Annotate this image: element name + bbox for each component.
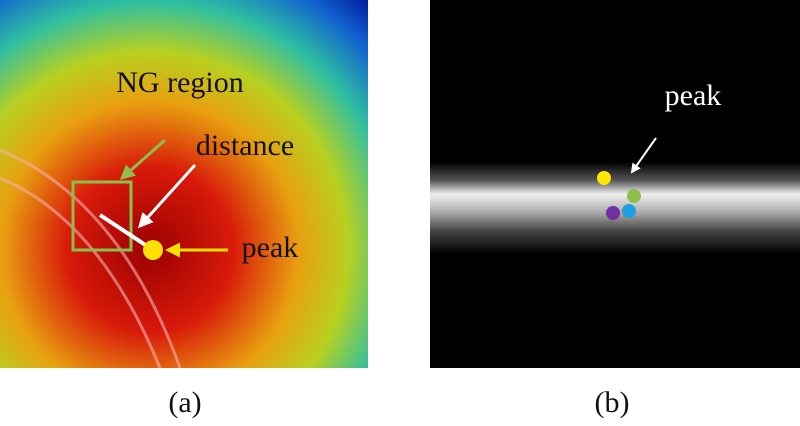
- heatmap: [0, 0, 368, 368]
- dot: [606, 206, 620, 220]
- label: peak: [242, 231, 299, 264]
- dot: [597, 171, 611, 185]
- peak-dot: [143, 240, 163, 260]
- ng-box: [71, 180, 133, 252]
- arrow: [119, 138, 166, 180]
- distance-line: [98, 213, 155, 252]
- label: distance: [196, 129, 294, 162]
- arrow: [630, 137, 657, 174]
- dot: [627, 189, 641, 203]
- arrow: [137, 163, 197, 229]
- dot: [622, 204, 636, 218]
- arc: [0, 148, 182, 369]
- caption: (b): [595, 386, 630, 419]
- panel-b: peak (b): [430, 0, 800, 419]
- label: peak: [665, 79, 722, 112]
- arc: [0, 176, 162, 369]
- caption: (a): [168, 386, 201, 419]
- panel-a: NG region distance peak (a): [0, 0, 368, 419]
- label: NG region: [116, 66, 243, 99]
